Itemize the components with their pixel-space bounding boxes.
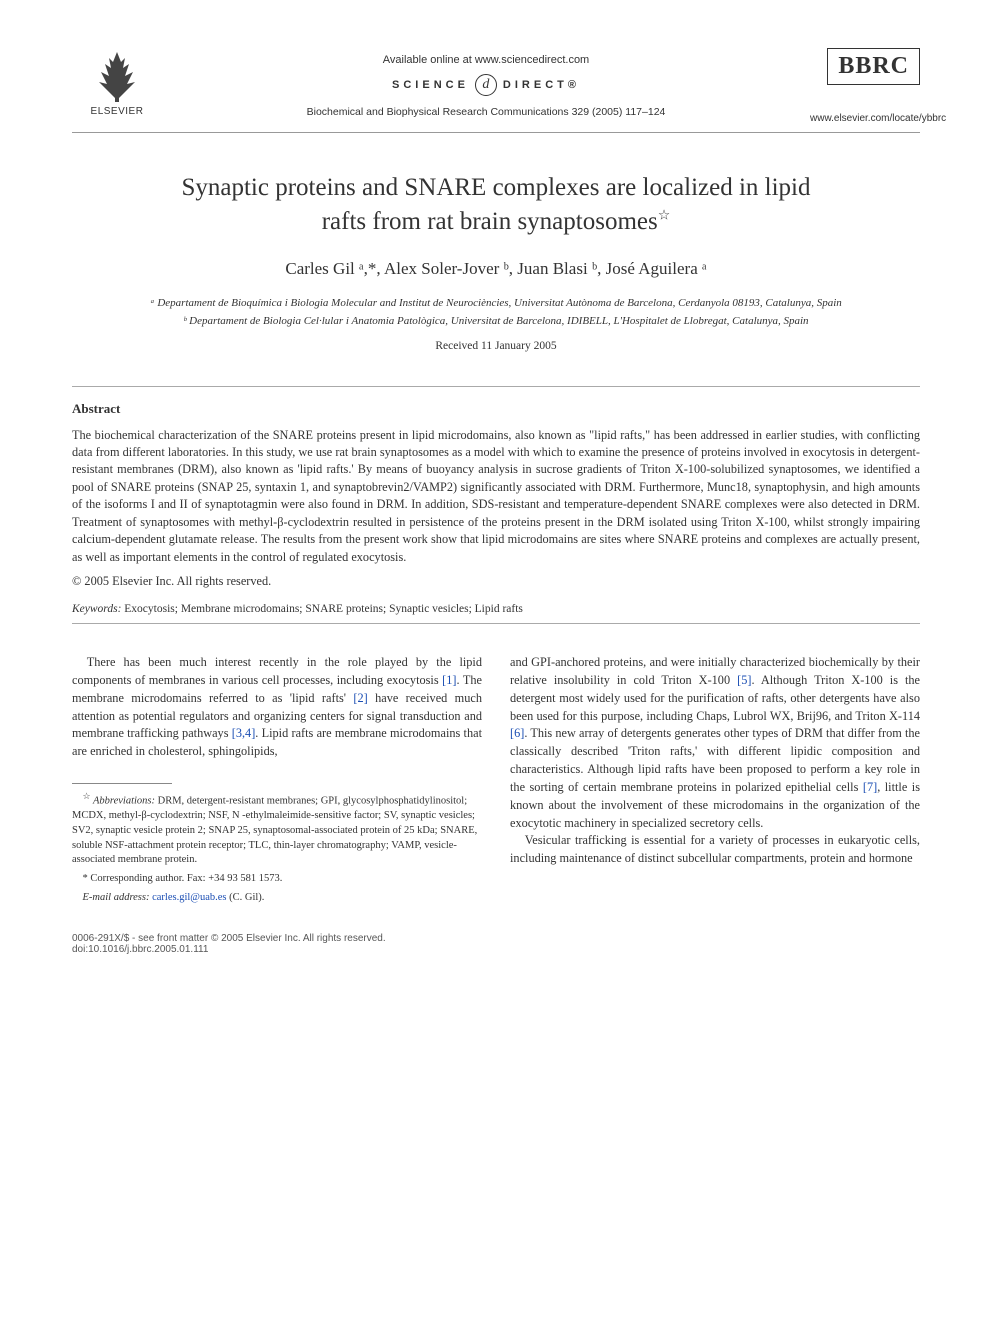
page-footer: 0006-291X/$ - see front matter © 2005 El… [72, 933, 920, 955]
citation-link[interactable]: [1] [442, 673, 456, 687]
center-header: Available online at www.sciencedirect.co… [162, 48, 810, 118]
abstract-heading: Abstract [72, 401, 920, 417]
sciencedirect-logo: SCIENCE d DIRECT® [162, 74, 810, 96]
affiliation-b: ᵇ Departament de Biologia Cel·lular i An… [72, 313, 920, 330]
email-link[interactable]: carles.gil@uab.es [152, 892, 226, 903]
elsevier-tree-icon [89, 48, 145, 104]
citation-link[interactable]: [6] [510, 726, 524, 740]
keywords-text: Exocytosis; Membrane microdomains; SNARE… [121, 603, 522, 615]
abstract-body: The biochemical characterization of the … [72, 428, 920, 564]
star-icon: ☆ [83, 791, 91, 801]
email-footnote: E-mail address: carles.gil@uab.es (C. Gi… [72, 891, 482, 906]
abstract-top-rule [72, 386, 920, 387]
article-title: Synaptic proteins and SNARE complexes ar… [72, 171, 920, 239]
citation-link[interactable]: [2] [353, 691, 367, 705]
email-label: E-mail address: [83, 892, 150, 903]
intro-paragraph: There has been much interest recently in… [72, 654, 482, 761]
citation-link[interactable]: [5] [737, 673, 751, 687]
email-suffix: (C. Gil). [227, 892, 265, 903]
right-paragraph-1: and GPI-anchored proteins, and were init… [510, 654, 920, 832]
journal-url: www.elsevier.com/locate/ybbrc [810, 113, 920, 124]
abbreviations-footnote: ☆ Abbreviations: DRM, detergent-resistan… [72, 790, 482, 868]
title-line1: Synaptic proteins and SNARE complexes ar… [181, 174, 810, 201]
authors-line: Carles Gil ᵃ,*, Alex Soler-Jover ᵇ, Juan… [72, 259, 920, 279]
header-divider [72, 132, 920, 133]
title-line2: rafts from rat brain synaptosomes [322, 208, 658, 235]
citation-link[interactable]: [3,4] [232, 726, 256, 740]
corresponding-author: * Corresponding author. Fax: +34 93 581 … [72, 872, 482, 887]
right-column: and GPI-anchored proteins, and were init… [510, 654, 920, 909]
abstract-text: The biochemical characterization of the … [72, 427, 920, 567]
journal-header: ELSEVIER Available online at www.science… [72, 48, 920, 124]
journal-abbrev-badge: BBRC [827, 48, 920, 85]
left-column: There has been much interest recently in… [72, 654, 482, 909]
footnote-block: ☆ Abbreviations: DRM, detergent-resistan… [72, 790, 482, 905]
citation-line: Biochemical and Biophysical Research Com… [162, 106, 810, 118]
sd-left: SCIENCE [392, 79, 469, 91]
footer-line2: doi:10.1016/j.bbrc.2005.01.111 [72, 944, 920, 955]
footer-line1: 0006-291X/$ - see front matter © 2005 El… [72, 933, 920, 944]
footnote-divider [72, 783, 172, 784]
received-date: Received 11 January 2005 [72, 340, 920, 352]
body-text: There has been much interest recently in… [72, 655, 482, 687]
abbrev-label: Abbreviations: [93, 796, 155, 807]
publisher-label: ELSEVIER [91, 106, 144, 117]
sd-right: DIRECT® [503, 79, 580, 91]
journal-badge-block: BBRC www.elsevier.com/locate/ybbrc [810, 48, 920, 124]
publisher-logo-block: ELSEVIER [72, 48, 162, 117]
sd-symbol-icon: d [475, 74, 497, 96]
affiliation-a: ᵃ Departament de Bioquímica i Biologia M… [72, 295, 920, 312]
available-online-text: Available online at www.sciencedirect.co… [162, 54, 810, 66]
citation-link[interactable]: [7] [863, 780, 877, 794]
right-paragraph-2: Vesicular trafficking is essential for a… [510, 832, 920, 868]
abstract-bottom-rule [72, 623, 920, 624]
keywords-line: Keywords: Exocytosis; Membrane microdoma… [72, 603, 920, 615]
title-star-icon: ☆ [658, 208, 671, 223]
keywords-label: Keywords: [72, 603, 121, 615]
abstract-copyright: © 2005 Elsevier Inc. All rights reserved… [72, 574, 920, 589]
body-text: . This new array of detergents generates… [510, 726, 920, 793]
body-columns: There has been much interest recently in… [72, 654, 920, 909]
